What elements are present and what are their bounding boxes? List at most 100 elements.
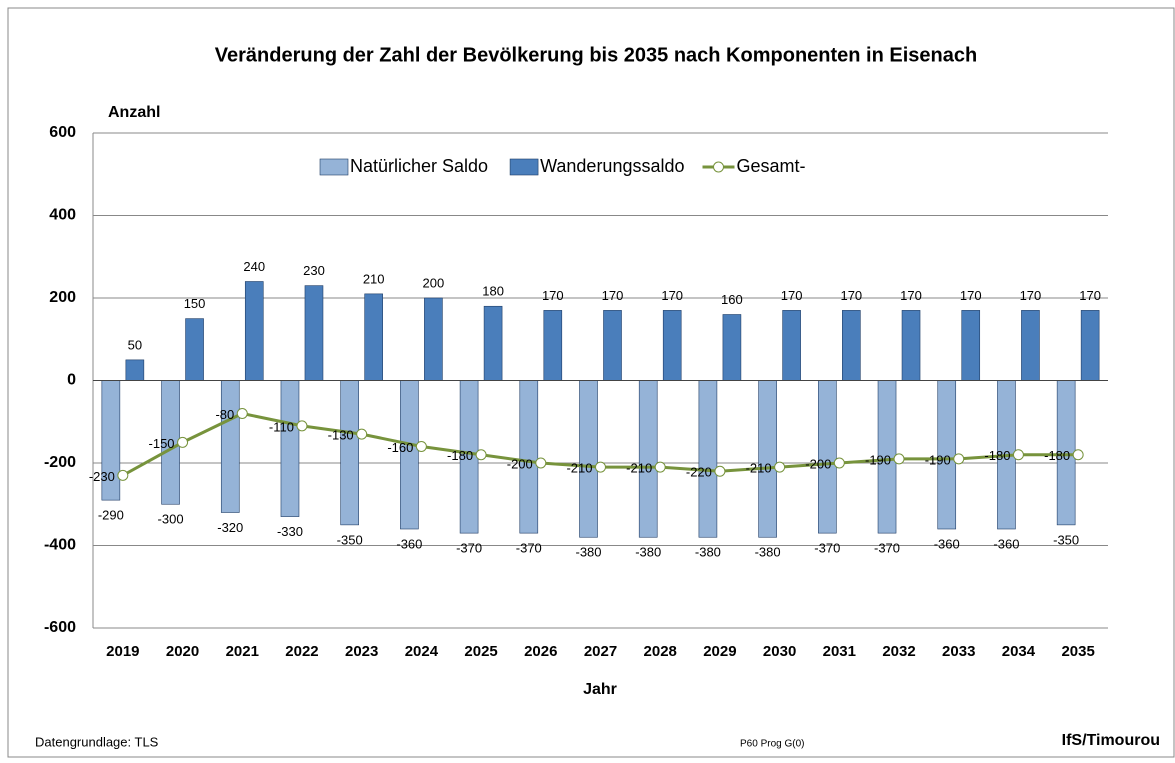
line-marker [535, 457, 547, 469]
line-marker [714, 465, 726, 477]
legend-swatch [319, 158, 349, 176]
legend-swatch [509, 158, 539, 176]
data-label: 170 [781, 288, 803, 303]
bar [424, 297, 443, 381]
x-tick-label: 2026 [524, 643, 557, 660]
data-label: -230 [89, 469, 115, 484]
bar [1080, 310, 1100, 381]
y-tick-label: 400 [49, 207, 76, 224]
data-label: 230 [303, 263, 325, 278]
line-marker [833, 457, 845, 469]
bar [244, 281, 264, 381]
line-marker [1072, 449, 1084, 461]
legend-label: Wanderungssaldo [540, 156, 684, 176]
bar [220, 380, 240, 513]
footer-code: P60 Prog G(0) [740, 739, 804, 750]
bar [304, 285, 324, 381]
line-marker [475, 449, 487, 461]
y-tick-label: -600 [44, 619, 76, 636]
data-label: -360 [934, 536, 960, 551]
data-label: -290 [98, 508, 124, 523]
bar [722, 314, 742, 381]
data-label: 170 [840, 288, 862, 303]
x-tick-label: 2025 [464, 643, 497, 660]
x-tick-label: 2031 [823, 643, 856, 660]
line-marker [415, 441, 427, 452]
data-label: -380 [635, 545, 661, 560]
x-tick-label: 2020 [166, 643, 199, 660]
y-tick-label: -400 [44, 537, 76, 554]
data-label: 210 [363, 271, 385, 286]
data-label: 170 [900, 288, 922, 303]
footer-author: IfS/Timourou [1062, 732, 1160, 749]
line-marker [236, 408, 248, 419]
data-label: -180 [1044, 448, 1070, 463]
data-label: -80 [215, 407, 234, 422]
data-label: -360 [396, 536, 422, 551]
data-label: -200 [805, 456, 831, 471]
bar [340, 380, 359, 526]
data-label: 240 [243, 259, 265, 274]
data-label: -380 [755, 545, 781, 560]
data-label: -370 [456, 541, 482, 556]
line-marker [177, 436, 189, 448]
data-label: -190 [865, 452, 891, 467]
data-label: -220 [686, 465, 712, 480]
bar [842, 310, 861, 381]
data-label: -370 [814, 541, 840, 556]
bar [961, 310, 981, 381]
legend-label: Natürlicher Saldo [350, 156, 488, 176]
line-marker [296, 420, 308, 432]
data-label: -320 [217, 520, 243, 535]
x-tick-label: 2029 [703, 643, 736, 660]
y-tick-label: 600 [49, 124, 76, 141]
bar [125, 359, 145, 381]
data-label: 170 [661, 288, 683, 303]
x-tick-label: 2028 [644, 643, 677, 660]
x-tick-label: 2024 [405, 643, 439, 660]
y-axis-label: Anzahl [108, 104, 160, 121]
line-marker [1012, 449, 1024, 461]
data-label: -380 [695, 545, 721, 560]
x-tick-label: 2023 [345, 643, 378, 660]
bar [603, 310, 622, 381]
x-tick-label: 2033 [942, 643, 975, 660]
data-label: -360 [993, 536, 1019, 551]
x-axis-label: Jahr [583, 681, 617, 698]
legend-swatch [713, 161, 724, 173]
data-label: -330 [277, 524, 303, 539]
data-label: 50 [128, 337, 142, 352]
data-label: -200 [507, 456, 533, 471]
data-label: 180 [482, 284, 504, 299]
x-tick-label: 2021 [226, 643, 259, 660]
data-label: 170 [1020, 288, 1042, 303]
data-label: -150 [149, 436, 175, 451]
data-label: 170 [602, 288, 624, 303]
x-tick-label: 2027 [584, 643, 617, 660]
bar [185, 318, 204, 381]
data-label: 150 [184, 296, 206, 311]
x-tick-label: 2032 [882, 643, 915, 660]
bar [901, 310, 921, 381]
data-label: 170 [542, 288, 564, 303]
x-tick-label: 2034 [1002, 643, 1036, 660]
data-label: 170 [1079, 288, 1101, 303]
line-marker [654, 461, 666, 473]
data-label: -350 [1053, 532, 1079, 547]
bar [758, 380, 777, 538]
line-marker [117, 469, 129, 481]
data-label: 160 [721, 292, 743, 307]
data-label: -300 [158, 512, 184, 527]
bar [698, 380, 718, 538]
line-marker [893, 453, 905, 465]
data-label: 200 [423, 275, 445, 290]
footer-source: Datengrundlage: TLS [35, 734, 159, 749]
legend-label: Gesamt- [737, 156, 806, 176]
y-tick-label: 0 [67, 372, 76, 389]
y-tick-label: -200 [44, 454, 76, 471]
data-label: -380 [575, 545, 601, 560]
line-marker [953, 453, 965, 465]
x-tick-label: 2022 [285, 643, 318, 660]
data-label: -180 [984, 448, 1010, 463]
